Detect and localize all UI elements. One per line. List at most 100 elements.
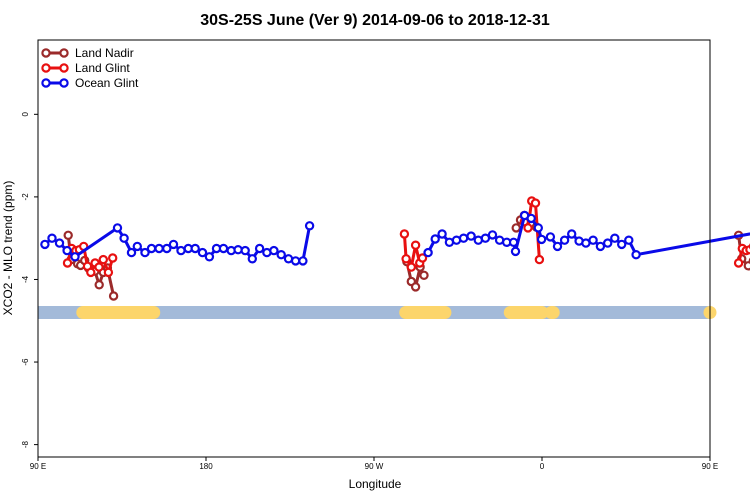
data-point — [112, 223, 123, 233]
y-tick-label: 0 — [21, 112, 30, 117]
legend-item: Land Glint — [41, 61, 130, 75]
data-point — [290, 256, 301, 266]
legend-marker — [41, 63, 51, 73]
data-point — [63, 230, 73, 240]
data-point — [54, 238, 65, 248]
legend-item: Ocean Glint — [41, 76, 139, 90]
data-point — [218, 243, 229, 254]
data-point — [733, 258, 744, 268]
data-point — [534, 254, 545, 265]
y-tick-label: -4 — [21, 275, 30, 283]
data-point — [617, 239, 627, 250]
y-axis-label: XCO2 - MLO trend (ppm) — [1, 181, 15, 316]
data-point — [140, 247, 150, 258]
data-point — [530, 198, 541, 208]
data-point — [437, 229, 447, 239]
data-point — [410, 282, 421, 292]
data-point — [98, 254, 109, 265]
data-point — [269, 245, 279, 256]
x-axis-label: Longitude — [349, 477, 402, 491]
data-point — [190, 243, 200, 254]
data-point — [399, 229, 410, 239]
data-point — [430, 234, 440, 244]
data-point — [423, 247, 433, 258]
x-tick-label: 90 W — [365, 462, 384, 471]
data-point — [168, 239, 179, 250]
data-point — [254, 243, 265, 254]
data-point — [154, 243, 164, 254]
data-point — [247, 254, 257, 264]
data-point — [567, 229, 577, 239]
data-point — [132, 241, 142, 252]
data-point — [417, 253, 428, 263]
data-point — [47, 233, 57, 243]
legend-marker — [59, 63, 69, 73]
data-point — [62, 258, 73, 268]
series-line — [426, 214, 750, 257]
series-line — [737, 235, 750, 268]
data-point — [523, 223, 533, 233]
data-point — [204, 252, 215, 262]
data-point — [40, 239, 50, 250]
data-point — [466, 231, 476, 241]
data-point — [197, 247, 208, 258]
legend-marker — [59, 78, 69, 88]
data-point — [126, 247, 137, 258]
data-point — [410, 240, 421, 250]
data-point — [276, 249, 286, 260]
x-tick-label: 180 — [199, 462, 213, 471]
data-point — [603, 238, 613, 248]
data-point — [94, 262, 104, 272]
data-point — [595, 241, 606, 252]
data-point — [162, 243, 172, 254]
data-point — [631, 249, 641, 260]
data-point — [108, 291, 119, 301]
data-point — [526, 213, 536, 224]
legend-label: Land Glint — [75, 61, 130, 75]
data-point — [406, 262, 416, 272]
data-point — [624, 235, 634, 245]
legend-marker — [41, 78, 51, 88]
legend-label: Land Nadir — [75, 46, 134, 60]
data-point — [401, 254, 411, 264]
data-point — [304, 221, 315, 231]
data-point — [176, 245, 186, 256]
data-point — [70, 252, 80, 262]
data-point — [610, 233, 620, 243]
y-tick-label: -2 — [21, 193, 30, 201]
legend-marker — [41, 48, 51, 58]
x-tick-label: 90 E — [30, 462, 46, 471]
data-point — [487, 230, 498, 240]
x-tick-label: 90 E — [702, 462, 718, 471]
data-point — [94, 280, 104, 290]
data-point — [508, 237, 519, 247]
y-axis: 0 -2 -4 -6 -8 — [21, 112, 38, 448]
series-ocean-glint — [40, 210, 750, 266]
x-axis: 90 E 180 90 W 0 90 E — [30, 457, 718, 471]
data-point — [240, 245, 250, 256]
data-point — [559, 235, 570, 245]
data-point — [545, 232, 556, 242]
data-point — [458, 233, 469, 243]
data-point — [480, 233, 491, 243]
data-point — [419, 270, 429, 280]
data-point — [119, 233, 129, 243]
data-point — [86, 267, 96, 278]
data-point — [107, 253, 118, 263]
data-point — [298, 256, 308, 266]
data-point — [552, 241, 563, 252]
data-point — [103, 267, 114, 278]
chart-title: 30S-25S June (Ver 9) 2014-09-06 to 2018-… — [200, 12, 550, 29]
series-layer — [40, 196, 750, 301]
data-point — [533, 223, 544, 233]
data-point — [588, 235, 598, 245]
data-point — [511, 223, 521, 233]
data-point — [510, 246, 521, 257]
legend-label: Ocean Glint — [75, 76, 139, 90]
data-point — [62, 245, 72, 256]
data-point — [536, 234, 547, 245]
legend-marker — [59, 48, 69, 58]
y-tick-label: -6 — [21, 358, 30, 366]
